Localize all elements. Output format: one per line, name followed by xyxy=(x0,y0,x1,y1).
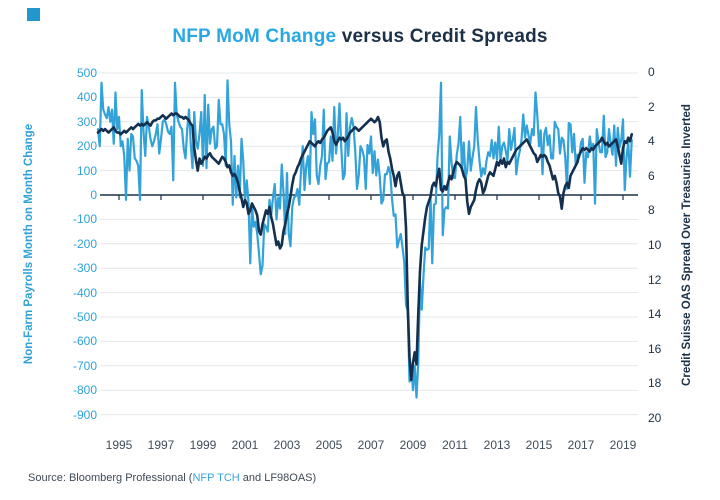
right-axis-tick-label: 0 xyxy=(648,65,655,79)
right-axis-tick-label: 20 xyxy=(648,411,662,425)
x-axis-tick-label: 2001 xyxy=(231,438,259,452)
left-axis-tick-label: -400 xyxy=(72,285,97,300)
right-axis-tick-label: 14 xyxy=(648,307,662,322)
x-axis-tick-label: 1995 xyxy=(105,438,133,452)
right-axis-tick-label: 12 xyxy=(648,272,662,287)
left-axis-tick-label: 100 xyxy=(76,163,97,178)
right-axis-tick-label: 6 xyxy=(648,168,655,183)
left-axis-tick-label: -900 xyxy=(72,407,97,422)
left-axis-tick-label: -700 xyxy=(72,358,97,373)
x-axis-tick-label: 1997 xyxy=(147,438,175,452)
left-axis-tick-label: -600 xyxy=(72,334,97,349)
left-axis-tick-label: -500 xyxy=(72,310,97,324)
right-axis-tick-label: 2 xyxy=(648,99,655,114)
x-axis-tick-label: 2003 xyxy=(273,438,301,452)
right-axis-tick-label: 16 xyxy=(648,341,662,356)
left-axis-tick-label: 200 xyxy=(76,139,97,154)
x-axis-tick-label: 2007 xyxy=(357,438,385,452)
x-axis-tick-label: 2017 xyxy=(567,438,595,452)
x-axis-tick-label: 2019 xyxy=(609,438,637,452)
source-note: Source: Bloomberg Professional (NFP TCH … xyxy=(28,472,316,484)
left-axis-tick-label: -100 xyxy=(72,212,97,227)
chart-title: NFP MoM Change versus Credit Spreads xyxy=(0,26,720,48)
left-axis-tick-label: -300 xyxy=(72,261,97,276)
left-axis-tick-label: 0 xyxy=(90,188,97,202)
chart-title-navy-part: versus Credit Spreads xyxy=(336,26,548,47)
right-axis-tick-label: 4 xyxy=(648,134,655,149)
right-axis-tick-label: 10 xyxy=(648,238,662,252)
series-nfp-mom-line xyxy=(96,79,633,399)
source-prefix: Source: Bloomberg Professional ( xyxy=(28,472,193,484)
x-axis-tick-label: 2011 xyxy=(442,438,468,452)
x-axis-tick-label: 2015 xyxy=(525,438,553,452)
left-axis-tick-label: -800 xyxy=(72,383,97,398)
source-suffix: and LF98OAS) xyxy=(239,472,317,484)
left-axis-tick-label: 500 xyxy=(76,66,97,80)
source-link-nfp-tch[interactable]: NFP TCH xyxy=(192,472,240,484)
left-axis-tick-label: 300 xyxy=(76,114,97,129)
right-axis-title: Credit Suisse OAS Spread Over Treasuries… xyxy=(681,104,693,386)
left-axis-tick-label: -200 xyxy=(72,236,97,251)
x-axis-tick-label: 2005 xyxy=(315,438,343,452)
left-axis-title: Non-Farm Payrolls Month on Month Change xyxy=(23,123,35,365)
series-oas-spread-line xyxy=(96,112,634,382)
right-axis-tick-label: 18 xyxy=(648,376,662,391)
x-axis-tick-label: 1999 xyxy=(189,438,217,452)
left-axis-tick-label: 400 xyxy=(76,90,97,105)
brand-logo-square xyxy=(27,8,40,21)
x-axis-tick-label: 2009 xyxy=(399,438,427,452)
chart-title-blue-part: NFP MoM Change xyxy=(172,26,337,47)
right-axis-tick-label: 8 xyxy=(648,203,655,218)
x-axis-tick-label: 2013 xyxy=(483,438,511,452)
